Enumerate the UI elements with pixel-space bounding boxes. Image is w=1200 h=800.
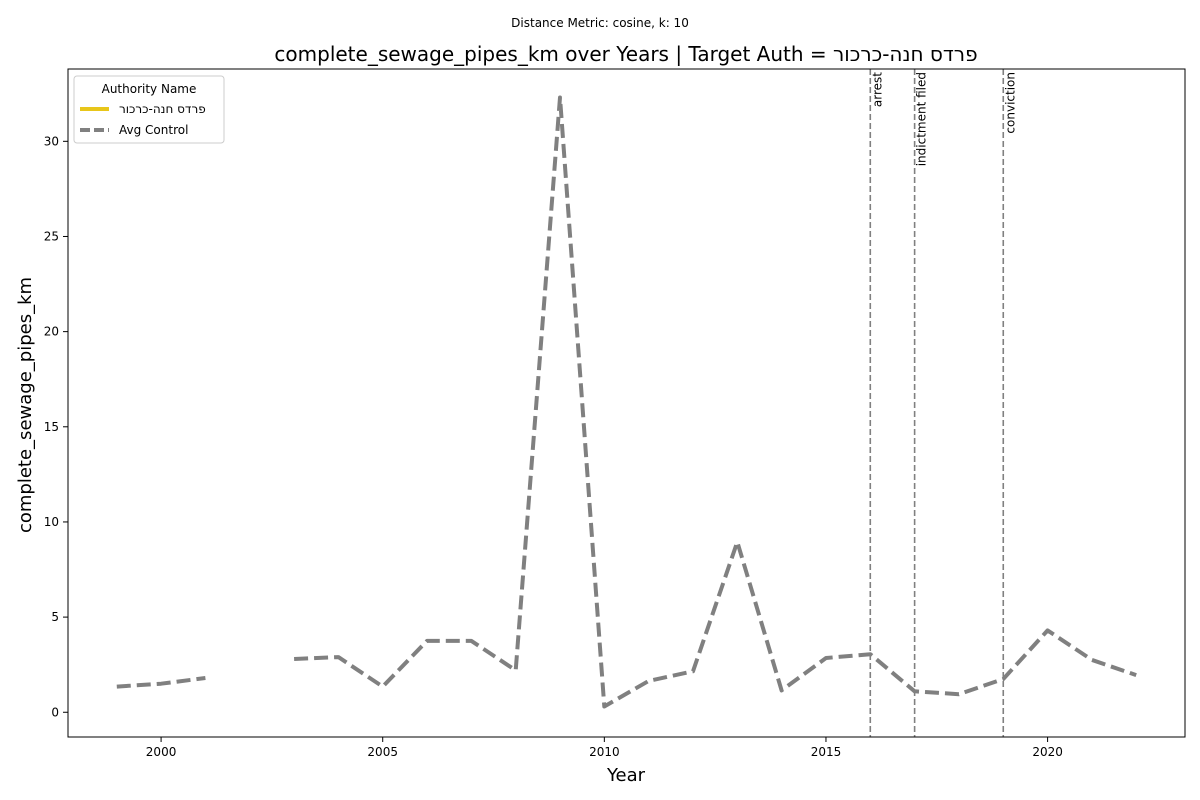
y-tick-label: 20 xyxy=(44,325,59,339)
x-axis-label: Year xyxy=(606,765,646,786)
chart-suptitle: Distance Metric: cosine, k: 10 xyxy=(511,16,689,30)
legend-entry-avg-control: Avg Control xyxy=(119,123,188,137)
x-tick-label: 2005 xyxy=(367,745,398,759)
x-tick-label: 2015 xyxy=(811,745,842,759)
plot-frame xyxy=(67,68,1186,738)
legend-entry-target: פרדס חנה-כרכור xyxy=(119,102,206,116)
y-tick-label: 25 xyxy=(44,229,59,243)
x-tick-label: 2000 xyxy=(146,745,177,759)
y-tick-label: 30 xyxy=(44,134,59,148)
y-axis-ticks: 0 5 10 15 20 25 30 xyxy=(44,134,68,719)
legend: Authority Name פרדס חנה-כרכור Avg Contro… xyxy=(73,75,225,144)
legend-title: Authority Name xyxy=(102,82,197,96)
plot-area: arrest indictment filed conviction 2000 200… xyxy=(44,68,1186,759)
y-tick-label: 0 xyxy=(51,705,59,719)
x-axis-ticks: 2000 2005 2010 2015 2020 xyxy=(146,737,1063,759)
event-label: arrest xyxy=(870,72,884,107)
y-tick-label: 10 xyxy=(44,515,59,529)
series-lines xyxy=(116,95,1137,709)
event-markers: arrest indictment filed conviction xyxy=(869,69,1017,737)
event-label: conviction xyxy=(1003,72,1017,134)
chart-title: complete_sewage_pipes_km over Years | Ta… xyxy=(274,42,977,66)
series-line-1 xyxy=(116,95,1137,709)
x-tick-label: 2010 xyxy=(589,745,620,759)
legend-box xyxy=(73,75,225,144)
event-label: indictment filed xyxy=(915,72,929,166)
y-tick-label: 5 xyxy=(51,610,59,624)
y-tick-label: 15 xyxy=(44,420,59,434)
y-axis-label: complete_sewage_pipes_km xyxy=(15,277,36,533)
x-tick-label: 2020 xyxy=(1032,745,1063,759)
